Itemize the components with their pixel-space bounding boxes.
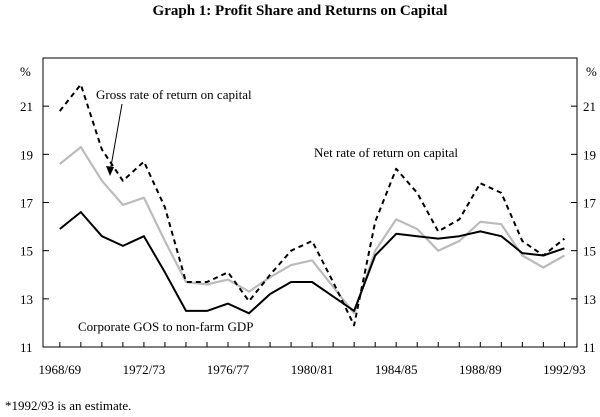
y-axis-left: 11 13 15 17 19 21 xyxy=(20,99,49,355)
x-tick-label: 1992/93 xyxy=(543,362,586,377)
y-right-tick-label: 15 xyxy=(583,244,596,259)
y-left-tick-label: 11 xyxy=(20,340,33,355)
y-right-tick-label: 21 xyxy=(583,99,596,114)
y-right-tick-label: 19 xyxy=(583,147,596,162)
footnote: *1992/93 is an estimate. xyxy=(5,398,131,413)
annotation-gross-rate: Gross rate of return on capital xyxy=(96,87,252,102)
y-unit-right: % xyxy=(586,64,597,79)
series-line-net-rate-of-return-on-capital xyxy=(59,146,565,315)
y-left-tick-label: 17 xyxy=(20,196,34,211)
series-line-corporate-gos-to-non-farm-gdp xyxy=(59,211,565,315)
x-tick-label: 1988/89 xyxy=(459,362,502,377)
x-tick-label: 1984/85 xyxy=(375,362,418,377)
y-right-tick-label: 17 xyxy=(583,196,597,211)
annotation-gross-rate-pointer xyxy=(109,103,123,173)
x-tick-label: 1976/77 xyxy=(207,362,250,377)
annotation-corporate-gos: Corporate GOS to non-farm GDP xyxy=(78,319,253,334)
y-right-tick-label: 13 xyxy=(583,292,596,307)
y-left-tick-label: 13 xyxy=(20,292,33,307)
y-unit-left: % xyxy=(20,64,31,79)
y-left-tick-label: 15 xyxy=(20,244,33,259)
x-tick-label: 1980/81 xyxy=(291,362,334,377)
series-line-gross-rate-of-return-on-capital xyxy=(59,83,566,327)
x-tick-label: 1972/73 xyxy=(123,362,166,377)
annotation-gross-rate-arrowhead xyxy=(106,166,114,176)
y-left-tick-label: 21 xyxy=(20,99,33,114)
annotation-net-rate: Net rate of return on capital xyxy=(314,145,458,160)
y-left-tick-label: 19 xyxy=(20,147,33,162)
series-layer xyxy=(59,83,566,327)
x-axis: 1968/69 1972/73 1976/77 1980/81 1984/85 1988/… xyxy=(39,342,586,377)
chart-title: Graph 1: Profit Share and Returns on Cap… xyxy=(153,3,448,19)
y-axis-right: 11 13 15 17 19 21 xyxy=(571,99,597,355)
y-right-tick-label: 11 xyxy=(583,340,596,355)
x-tick-label: 1968/69 xyxy=(39,362,82,377)
